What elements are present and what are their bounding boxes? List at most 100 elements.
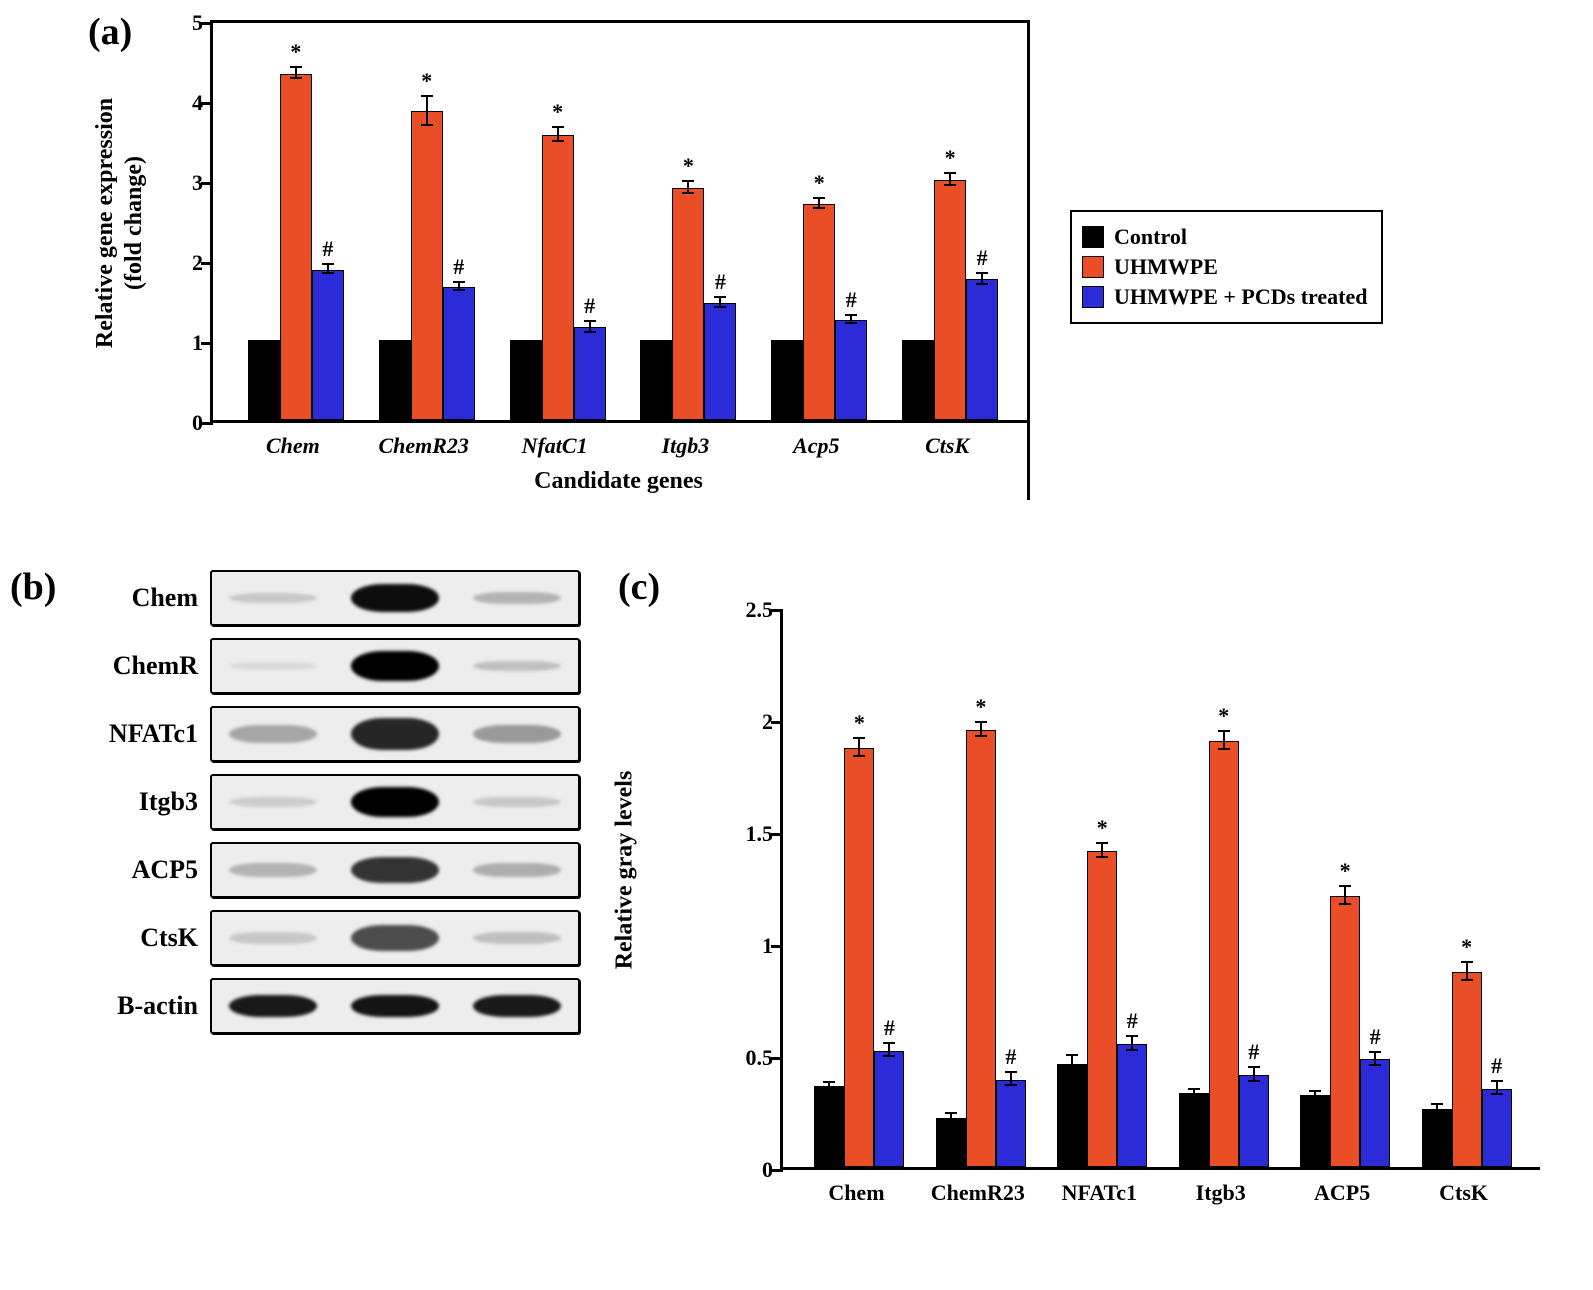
sig-marker: #	[453, 254, 464, 280]
sig-marker: *	[814, 170, 825, 196]
bar-pcds: #	[574, 327, 606, 420]
errorcap	[1431, 1103, 1443, 1105]
blot-lane	[456, 708, 578, 760]
errorcap	[883, 1042, 895, 1044]
bar-control	[1179, 1093, 1209, 1167]
bar-pcds: #	[1117, 1044, 1147, 1167]
blot-band	[351, 584, 439, 612]
errorcap	[1461, 961, 1473, 963]
bar-control	[1300, 1095, 1330, 1167]
xtick-label: ChemR23	[931, 1180, 1025, 1206]
errorcap	[813, 197, 825, 199]
bar-control	[936, 1118, 966, 1167]
errorcap	[883, 1055, 895, 1057]
errorbar	[888, 1043, 890, 1056]
sig-marker: *	[1218, 703, 1229, 729]
swatch-control	[1082, 226, 1104, 248]
legend: Control UHMWPE UHMWPE + PCDs treated	[1070, 210, 1383, 324]
errorcap	[945, 1121, 957, 1123]
errorbar	[1344, 886, 1346, 904]
errorcap	[290, 66, 302, 68]
blot-lane	[212, 844, 334, 896]
errorcap	[453, 281, 465, 283]
errorcap	[1066, 1072, 1078, 1074]
errorbar	[1253, 1067, 1255, 1080]
errorcap	[1369, 1051, 1381, 1053]
legend-item-pcds: UHMWPE + PCDs treated	[1082, 284, 1367, 310]
errorcap	[823, 1090, 835, 1092]
bar-pcds: #	[1482, 1089, 1512, 1167]
xtick-label: NFATc1	[1062, 1180, 1137, 1206]
errorcap	[823, 1081, 835, 1083]
errorcap	[1491, 1093, 1503, 1095]
sig-marker: *	[975, 694, 986, 720]
blot-row: Itgb3	[70, 774, 580, 830]
errorcap	[322, 272, 334, 274]
errorcap	[1309, 1090, 1321, 1092]
errorcap	[1431, 1112, 1443, 1114]
blot-strip	[210, 842, 580, 898]
blot-strip	[210, 910, 580, 966]
errorcap	[813, 207, 825, 209]
chart-c-ylabel: Relative gray levels	[612, 771, 639, 970]
bar-uhmwpe: *	[1330, 896, 1360, 1167]
blot-band	[473, 932, 561, 944]
errorcap	[584, 320, 596, 322]
sig-marker: #	[1491, 1053, 1502, 1079]
errorcap	[1461, 979, 1473, 981]
blot-band	[229, 593, 317, 603]
errorcap	[1369, 1064, 1381, 1066]
ytick-label: 2.5	[728, 597, 773, 623]
blot-label: NFATc1	[70, 719, 210, 749]
errorbar	[1496, 1081, 1498, 1094]
xtick-label: Acp5	[793, 433, 839, 459]
sig-marker: *	[1097, 815, 1108, 841]
errorcap	[1096, 856, 1108, 858]
blot-strip	[210, 706, 580, 762]
blot-band	[229, 932, 317, 944]
blot-strip	[210, 774, 580, 830]
bar-pcds: #	[835, 320, 867, 420]
blot-label: B-actin	[70, 991, 210, 1021]
legend-item-control: Control	[1082, 224, 1367, 250]
blot-label: Chem	[70, 583, 210, 613]
chart-a: 012345*#*#*#*#*#*# Relative gene express…	[210, 20, 1030, 500]
blot-lane	[334, 640, 456, 692]
errorbar	[1374, 1052, 1376, 1065]
chart-a-plot: 012345*#*#*#*#*#*#	[210, 23, 1027, 423]
bar-pcds: #	[1360, 1059, 1390, 1167]
errorcap	[845, 322, 857, 324]
errorcap	[1491, 1080, 1503, 1082]
ytick-label: 0.5	[728, 1045, 773, 1071]
errorcap	[944, 172, 956, 174]
errorbar	[858, 738, 860, 756]
errorbar	[980, 722, 982, 735]
sig-marker: *	[945, 145, 956, 171]
errorcap	[944, 184, 956, 186]
errorbar	[1010, 1072, 1012, 1085]
bar-pcds: #	[996, 1080, 1026, 1167]
ytick-label: 3	[173, 170, 203, 196]
sig-marker: #	[715, 269, 726, 295]
bar-control	[248, 340, 280, 420]
xtick-label: Itgb3	[1196, 1180, 1246, 1206]
ytick-label: 0	[728, 1157, 773, 1183]
ytick-label: 2	[728, 709, 773, 735]
errorbar	[1223, 731, 1225, 749]
blot-band	[351, 857, 439, 883]
legend-item-uhmwpe: UHMWPE	[1082, 254, 1367, 280]
errorcap	[1126, 1035, 1138, 1037]
blot-lane	[334, 708, 456, 760]
sig-marker: *	[552, 99, 563, 125]
errorcap	[975, 735, 987, 737]
blot-band	[351, 995, 439, 1017]
blot-row: CtsK	[70, 910, 580, 966]
errorbar	[1466, 962, 1468, 980]
errorbar	[557, 127, 559, 141]
xtick-label: CtsK	[925, 433, 969, 459]
sig-marker: *	[1340, 858, 1351, 884]
bar-pcds: #	[704, 303, 736, 420]
bar-uhmwpe: *	[803, 204, 835, 420]
bar-pcds: #	[443, 287, 475, 420]
bar-pcds: #	[966, 279, 998, 420]
